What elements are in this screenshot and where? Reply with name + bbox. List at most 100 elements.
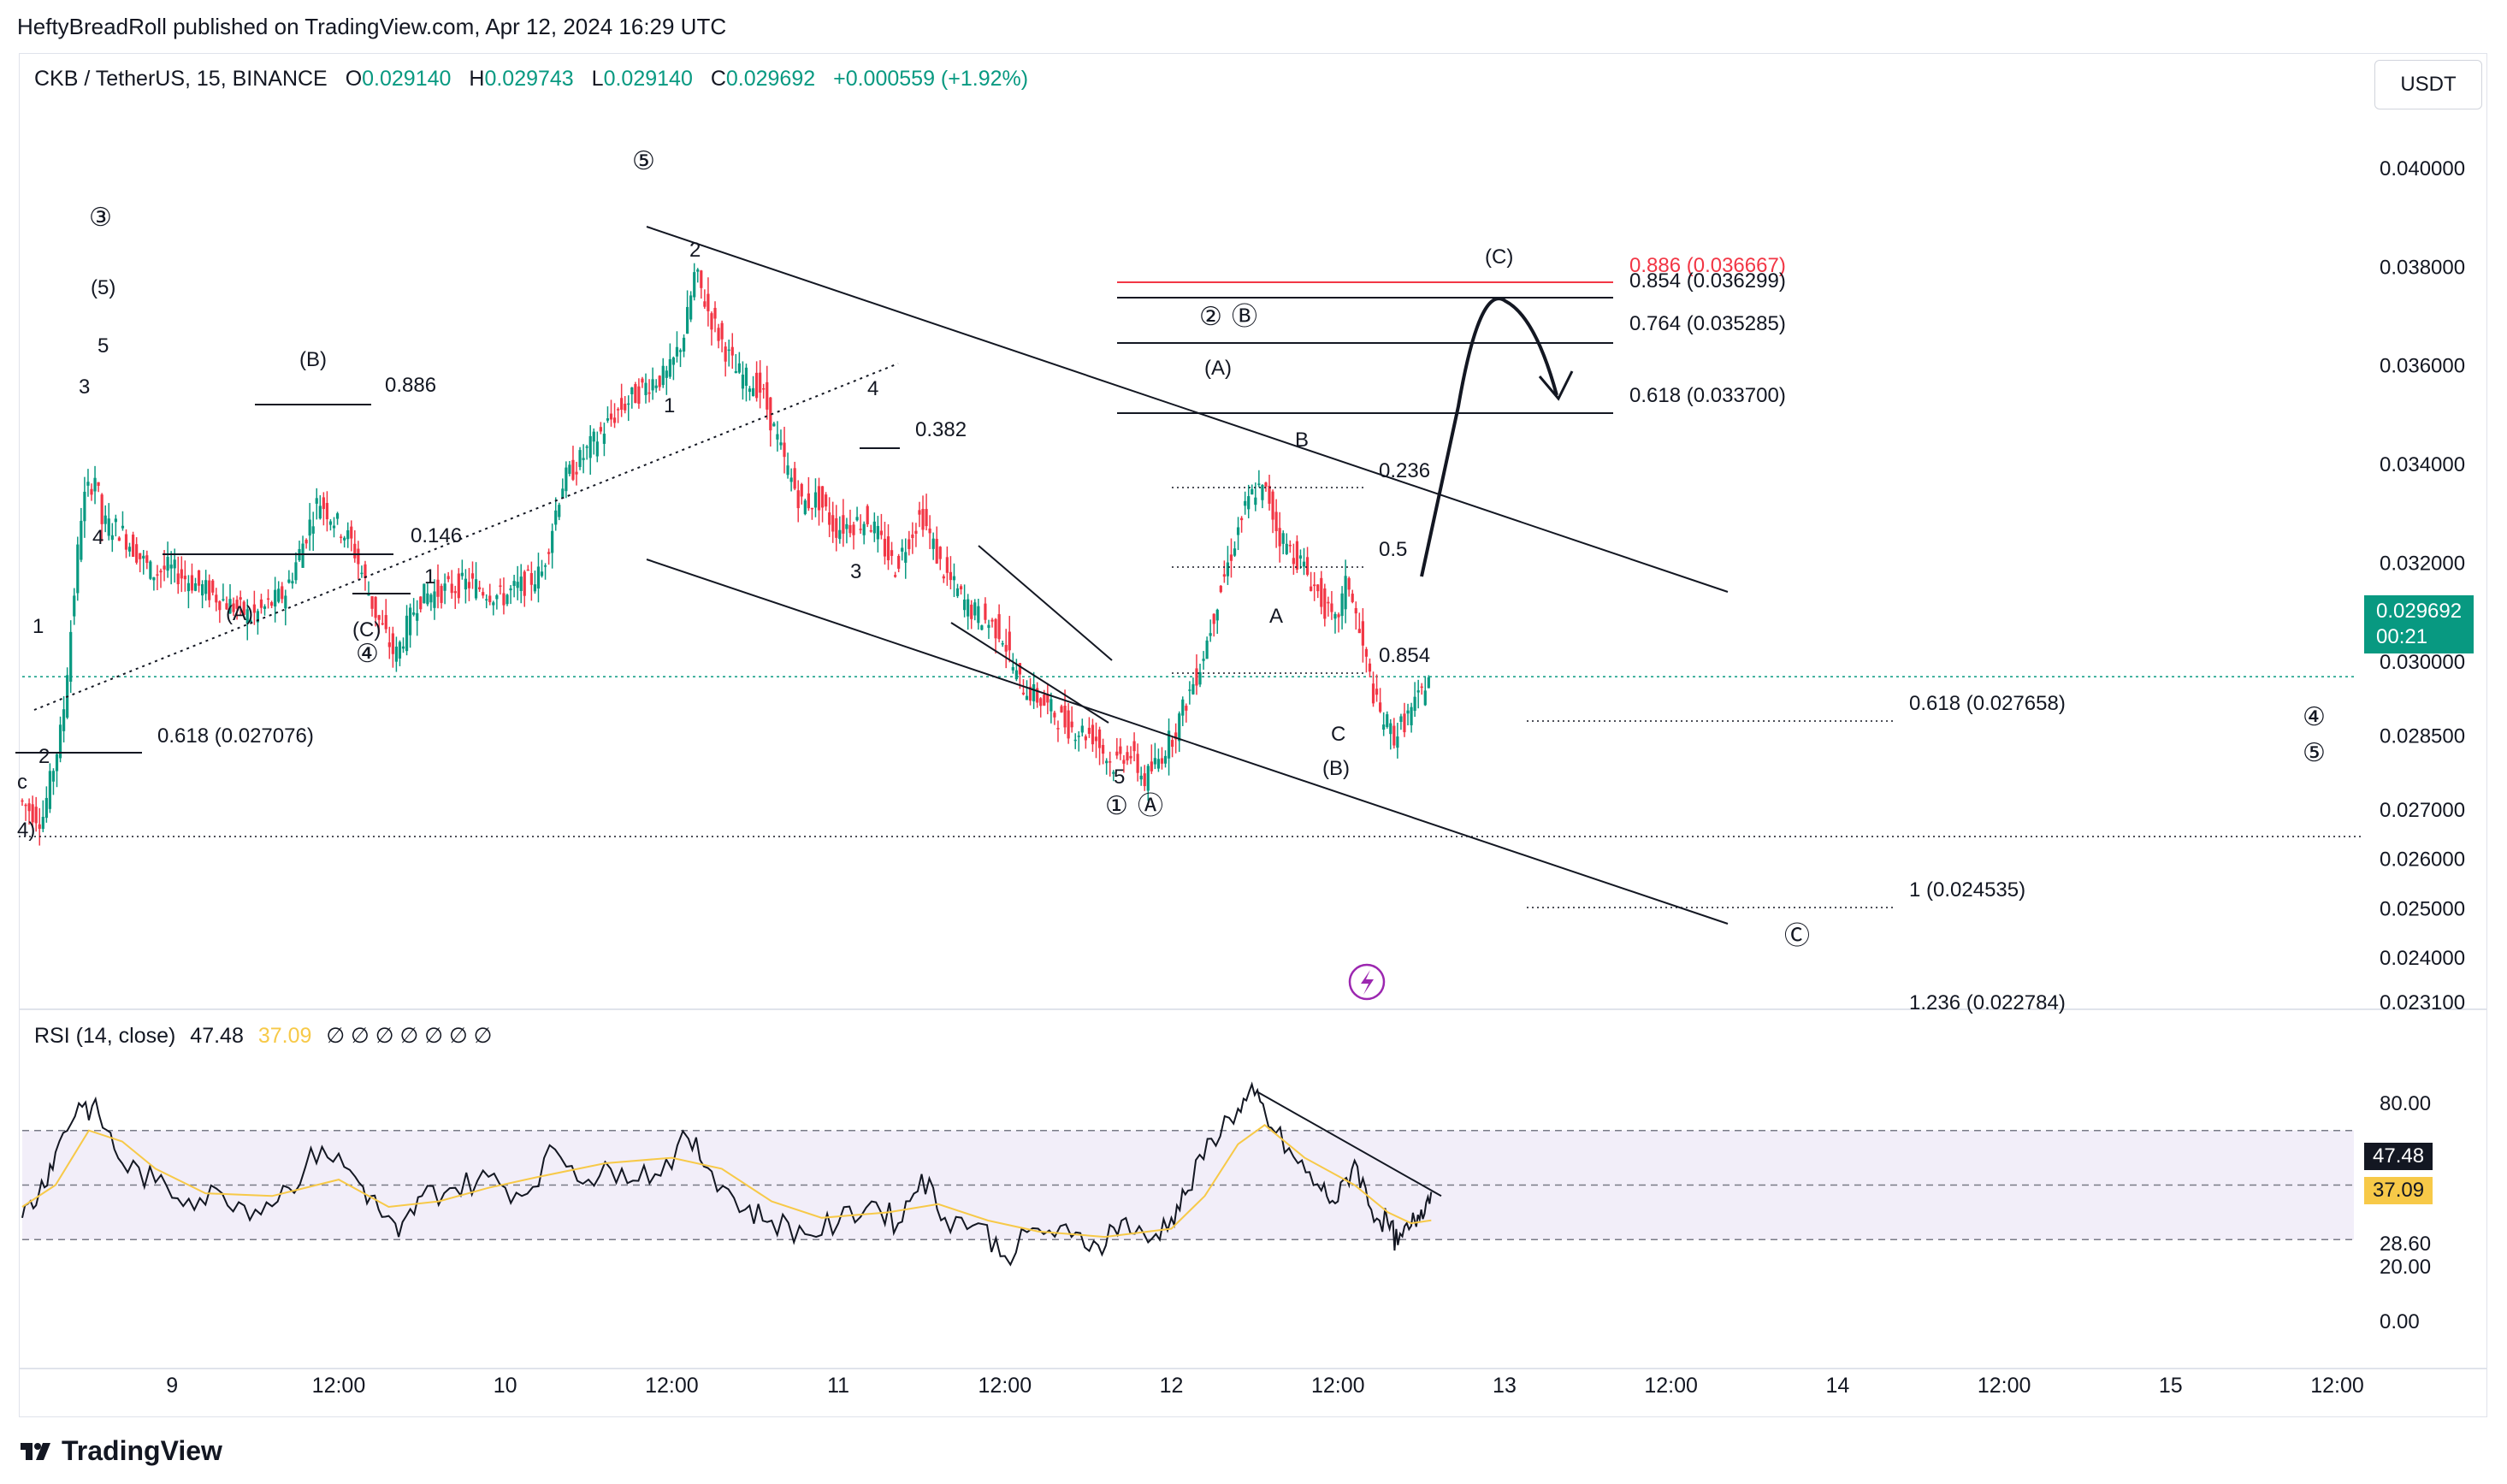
rsi-value: 47.48: [190, 1024, 244, 1048]
low-value: 0.029140: [603, 67, 693, 91]
candle-body: [970, 604, 973, 619]
candle-body: [249, 620, 252, 622]
candle-body: [959, 586, 963, 590]
tradingview-logo[interactable]: TradingView: [19, 1435, 222, 1467]
rsi-value-tag: 47.48: [2364, 1143, 2433, 1170]
candle-body: [817, 486, 821, 511]
candle-body: [391, 633, 394, 654]
candle-body: [1060, 706, 1063, 712]
candle-body: [1344, 576, 1347, 610]
currency-button[interactable]: USDT: [2374, 60, 2482, 109]
candle-body: [1257, 483, 1261, 485]
close-label: C: [710, 67, 726, 91]
candle-body: [523, 571, 526, 596]
candle-body: [751, 387, 755, 397]
candle-body: [135, 544, 139, 563]
candle-body: [142, 555, 145, 559]
price-tick-label: 0.038000: [2380, 256, 2465, 279]
candle-body: [48, 771, 52, 809]
candle-body: [443, 583, 446, 591]
candle-body: [1205, 640, 1209, 659]
candle-body: [281, 586, 284, 600]
candle-body: [565, 467, 568, 492]
candle-body: [796, 490, 800, 509]
candle-body: [450, 583, 453, 594]
candle-body: [27, 803, 31, 812]
candle-body: [416, 612, 419, 621]
candle-body: [886, 536, 890, 561]
candle-body: [1285, 543, 1288, 554]
candle-body: [364, 564, 367, 578]
candle-body: [727, 349, 730, 352]
candle-body: [1268, 485, 1271, 504]
candle-body: [1357, 629, 1361, 634]
candle-body: [218, 601, 222, 611]
candle-body: [1330, 603, 1333, 612]
candle-body: [350, 526, 353, 539]
wave-label-15: (C): [1485, 245, 1513, 269]
candle-body: [340, 536, 343, 538]
candle-body: [193, 582, 198, 591]
candle-body: [588, 435, 592, 458]
candle-body: [211, 580, 215, 593]
candle-body: [1198, 671, 1202, 685]
candle-body: [630, 387, 634, 394]
candle-body: [1347, 577, 1351, 590]
candle-body: [1032, 684, 1036, 701]
candle-body: [367, 594, 370, 596]
candle-body: [825, 494, 828, 507]
candle-body: [682, 337, 686, 352]
rsi-tick-label: 80.00: [2380, 1092, 2431, 1115]
candle-body: [772, 423, 776, 427]
candle-body: [980, 625, 984, 630]
candle-body: [1292, 558, 1295, 565]
candle-body: [543, 565, 547, 567]
candle-body: [1427, 677, 1430, 689]
candle-body: [1392, 725, 1396, 746]
fib-1-target-label: 1 (0.024535): [1909, 878, 2025, 902]
wave-label-11: 1: [664, 394, 675, 417]
wave-label-14: 5: [1114, 766, 1125, 789]
candle-body: [308, 519, 311, 536]
candle-body: [547, 552, 551, 554]
candle-body: [166, 557, 169, 571]
candle-body: [274, 589, 277, 607]
candle-body: [1302, 561, 1306, 567]
candle-body: [835, 517, 838, 538]
candle-body: [180, 569, 183, 579]
time-tick-label: 12:00: [979, 1374, 1032, 1398]
candle-body: [121, 525, 125, 529]
candle-body: [769, 397, 772, 431]
candle-body: [97, 482, 100, 486]
rsi-trendline: [1257, 1091, 1442, 1197]
candle-body: [1229, 554, 1233, 561]
candle-body: [93, 477, 97, 492]
candle-body: [1063, 706, 1067, 728]
candle-body: [478, 587, 482, 589]
wave-label-18: A: [1269, 605, 1283, 628]
wave-circle-label-2: ④: [356, 640, 379, 668]
candle-body: [1167, 730, 1171, 759]
candle-body: [1406, 710, 1410, 714]
candle-body: [707, 293, 710, 311]
candle-body: [256, 611, 260, 623]
candle-body: [561, 488, 565, 499]
candle-body: [470, 573, 475, 579]
candle-body: [426, 593, 429, 605]
candle-body: [533, 584, 537, 592]
candle-body: [689, 295, 693, 320]
candle-body: [357, 548, 360, 565]
candle-body: [526, 569, 529, 571]
candle-body: [360, 572, 364, 575]
candle-body: [845, 523, 848, 529]
candle-body: [398, 641, 402, 659]
time-tick-label: 12:00: [1978, 1374, 2031, 1398]
candle-body: [215, 594, 218, 603]
candle-body: [34, 807, 38, 824]
wave-label-17: B: [1295, 429, 1309, 452]
rsi-ma-tag: 37.09: [2364, 1177, 2433, 1204]
symbol-name[interactable]: CKB / TetherUS, 15, BINANCE: [34, 67, 328, 91]
candle-body: [76, 544, 80, 594]
rsi-label[interactable]: RSI (14, close): [34, 1024, 176, 1048]
